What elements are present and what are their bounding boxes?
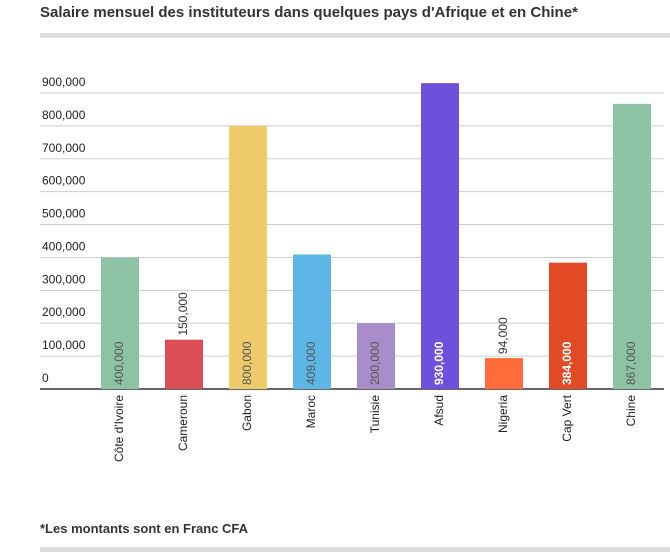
title-rule [40,33,670,38]
x-tick-label: Nigeria [496,395,510,433]
footnote-rule [40,547,670,552]
y-tick-label: 0 [42,371,49,385]
value-label: 409,000 [304,341,318,385]
value-label: 384,000 [560,341,574,385]
bar [293,254,331,389]
bar [421,83,459,389]
bar [229,125,267,389]
y-tick-label: 200,000 [42,305,86,319]
value-label: 930,000 [432,341,446,385]
y-tick-label: 300,000 [42,272,86,286]
y-tick-label: 900,000 [42,75,86,89]
x-tick-label: Maroc [304,395,318,428]
x-tick-label: Afsud [432,395,446,426]
y-tick-label: 400,000 [42,239,86,253]
y-tick-label: 100,000 [42,338,86,352]
value-label: 400,000 [112,341,126,385]
x-tick-label: Chine [624,395,638,427]
y-tick-label: 800,000 [42,108,86,122]
x-tick-label: Tunisie [368,395,382,434]
y-tick-label: 700,000 [42,141,86,155]
value-label: 867,000 [624,341,638,385]
y-tick-label: 500,000 [42,207,86,221]
value-label: 150,000 [176,292,190,336]
bar [485,358,523,389]
x-tick-label: Cap Vert [560,394,574,441]
value-label: 200,000 [368,341,382,385]
value-label: 800,000 [240,341,254,385]
bar [549,262,587,389]
chart-title: Salaire mensuel des instituteurs dans qu… [40,4,578,21]
bar [613,103,651,389]
y-tick-label: 600,000 [42,174,86,188]
bar [165,339,203,389]
bar [357,323,395,389]
x-tick-label: Cameroun [176,395,190,451]
footnote: *Les montants sont en Franc CFA [40,521,249,536]
x-tick-label: Gabon [240,395,254,431]
bar [101,257,139,389]
value-label: 94,000 [496,317,510,354]
x-tick-label: Côte d'Ivoire [112,395,126,462]
